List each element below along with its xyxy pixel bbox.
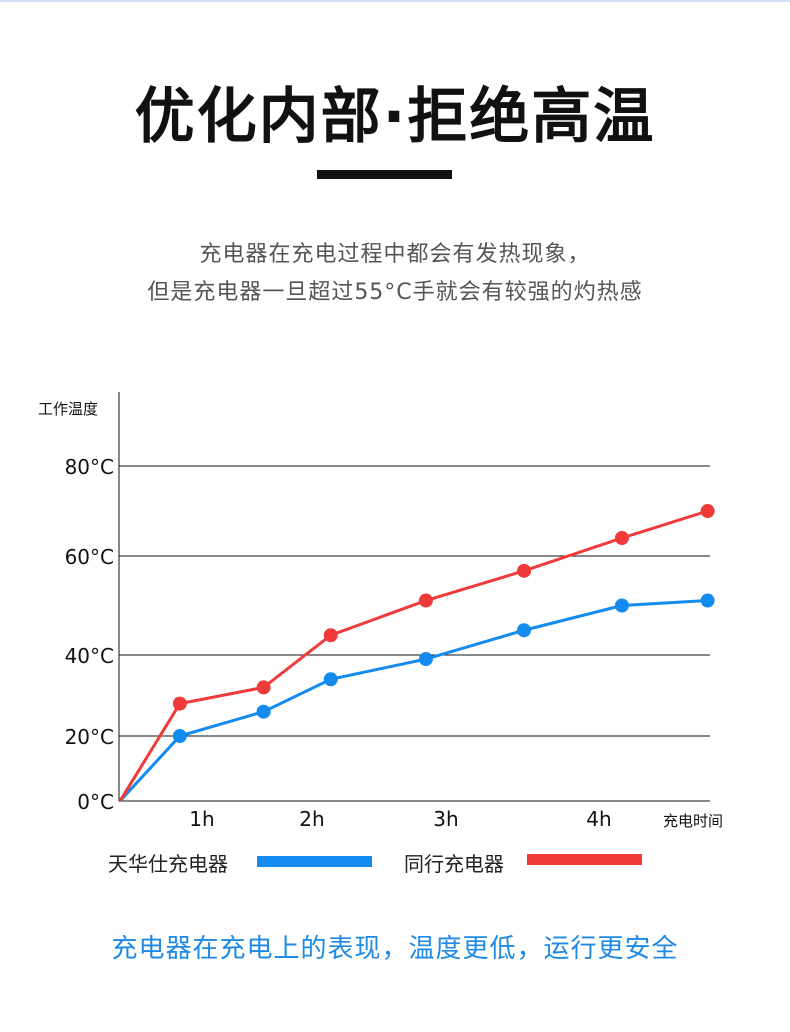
series-line-1 [118,509,709,802]
legend-swatch-ours [257,856,372,867]
data-point-0-6 [614,598,629,613]
x-axis-label: 充电时间 [663,812,723,830]
x-tick-label: 1h [189,807,214,831]
top-border [0,0,790,2]
y-tick-label: 80°C [65,455,114,479]
data-point-0-3 [323,672,338,687]
x-tick-label: 3h [433,807,458,831]
y-tick-label: 60°C [65,545,114,569]
title-underline [317,170,452,179]
data-point-1-5 [517,563,532,578]
y-tick-label: 40°C [65,644,114,668]
data-point-0-5 [517,623,532,638]
legend-label-competitor: 同行充电器 [404,852,504,876]
data-point-1-3 [323,628,338,643]
y-axis-label: 工作温度 [38,400,98,418]
data-point-0-2 [256,704,271,719]
series-line-0 [118,599,708,803]
y-tick-label: 20°C [65,725,114,749]
footer-tagline: 充电器在充电上的表现，温度更低，运行更安全 [111,934,679,964]
data-point-1-1 [172,696,187,711]
data-point-1-6 [614,531,629,545]
legend-label-ours: 天华仕充电器 [108,852,228,876]
data-point-0-4 [418,652,433,667]
subtitle-line-2: 但是充电器一旦超过55°C手就会有较强的灼热感 [147,280,643,305]
data-point-1-4 [418,593,433,608]
x-tick-label: 4h [586,807,611,831]
page-title: 优化内部·拒绝高温 [134,82,656,152]
data-point-0-7 [700,593,715,608]
data-point-0-1 [172,729,187,743]
y-tick-label: 0°C [77,790,114,814]
temperature-chart: 工作温度 0°C 20°C 40°C 60°C 80°C 1h 2h 3h 4h 充电时间 [38,392,723,831]
data-point-1-2 [256,680,271,695]
data-point-1-7 [700,504,715,518]
x-tick-label: 2h [299,807,324,831]
legend-swatch-competitor [527,854,642,865]
subtitle-line-1: 充电器在充电过程中都会有发热现象， [199,242,591,267]
